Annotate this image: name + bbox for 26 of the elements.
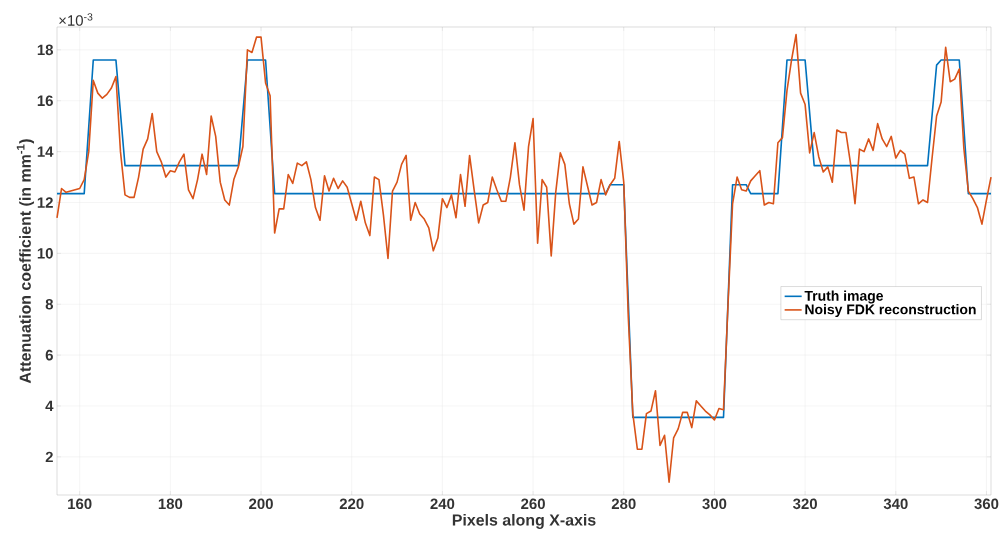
y-axis-title: Attenuation coefficient (in mm$^{-1}$) [16,139,35,384]
x-tick-label: 360 [974,498,999,510]
x-axis-title: Pixels along X-axis [452,513,596,529]
x-tick-label: 240 [430,498,455,510]
y-tick-label: 2 [45,451,53,463]
y-tick-label: 6 [45,349,53,361]
y-tick-label: 4 [45,400,54,412]
y-tick-label: 18 [37,44,54,56]
line-series [56,33,992,484]
y-tick-label: 12 [37,197,53,208]
x-tick-label: 300 [702,498,727,510]
x-tick-label: 260 [521,498,545,510]
y-tick-label: 10 [37,248,53,259]
y-tick-label: 14 [37,146,54,157]
x-tick-label: 160 [68,498,92,510]
x-tick-label: 200 [249,498,273,510]
x-tick-label: 220 [339,498,364,510]
x-tick-label: 320 [792,498,817,510]
x-tick-label: 180 [158,498,183,510]
legend-label: Truth image [804,290,884,304]
y-tick-label: 16 [37,95,53,107]
legend-label: Noisy FDK reconstruction [805,304,976,318]
text: ×10$^{-3}$ [59,13,93,26]
x-tick-label: 340 [883,498,908,510]
x-tick-label: 280 [611,498,636,510]
y-tick-label: 8 [45,298,54,310]
